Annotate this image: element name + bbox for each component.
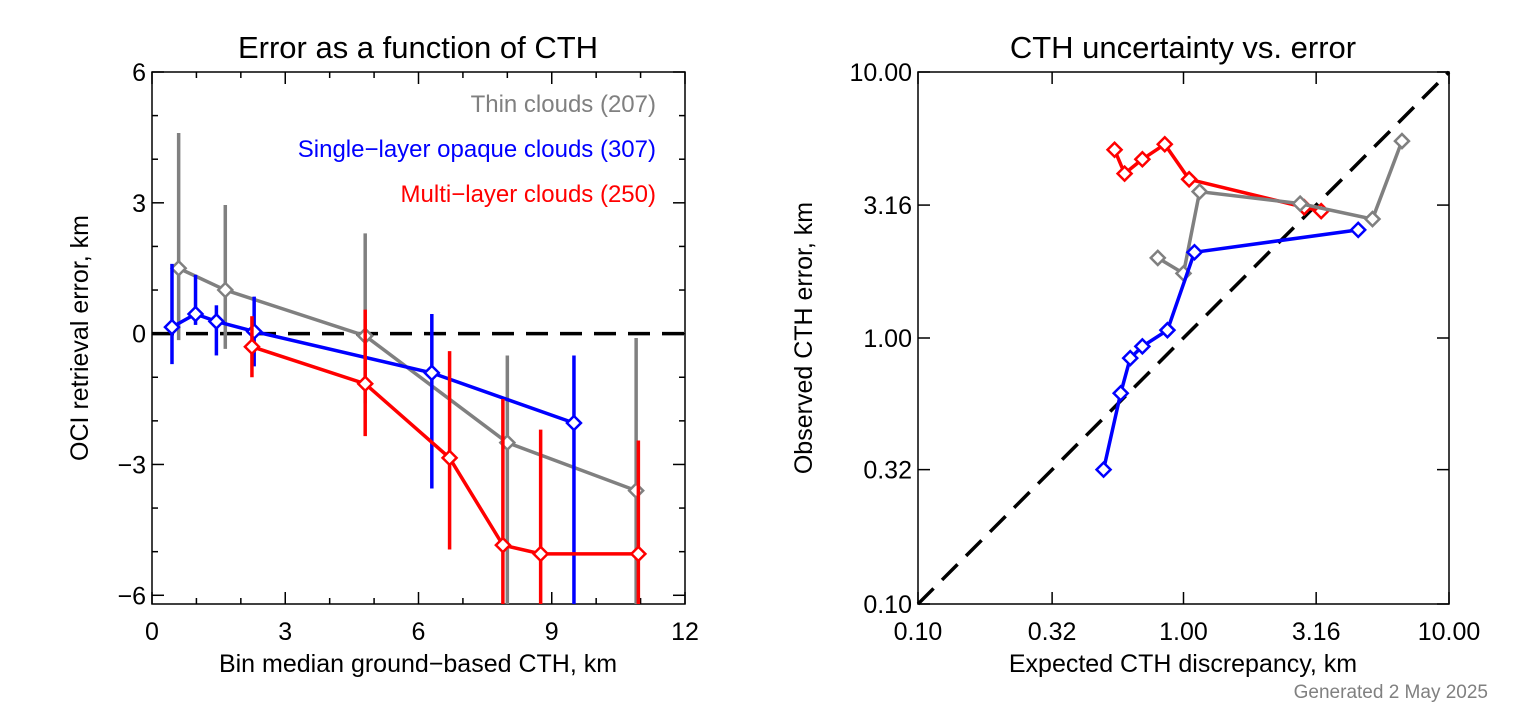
- right-plot-area: 0.10 0.32 1.00 3.16 10.00 0.10 0.32 1.00 3.16 10.…: [849, 59, 1480, 646]
- right-x-tick-label: 3.16: [1292, 618, 1341, 646]
- left-plot-area: 0 3 6 9 12 −6 −3 0 3 6: [117, 59, 698, 646]
- left-data-point: [494, 536, 512, 554]
- right-data-point: [1291, 194, 1309, 213]
- left-x-tick-label: 0: [145, 618, 159, 646]
- right-data-point: [1094, 460, 1113, 479]
- right-x-axis-label: Expected CTH discrepancy, km: [1009, 650, 1357, 678]
- left-x-tick-label: 12: [671, 618, 699, 646]
- left-y-tick-label: −6: [117, 582, 146, 610]
- left-data-point: [565, 414, 583, 432]
- left-series-line: [171, 312, 575, 425]
- left-y-tick-label: 6: [132, 59, 146, 87]
- left-data-point: [169, 259, 188, 277]
- left-y-tick-label: −3: [117, 451, 146, 479]
- right-x-tick-label: 0.10: [894, 618, 943, 646]
- left-x-axis-label: Bin median ground−based CTH, km: [219, 650, 617, 678]
- right-chart: CTH uncertainty vs. error 0.10 0.32 1.00 3.…: [790, 30, 1480, 678]
- right-y-tick-label: 0.32: [863, 457, 912, 485]
- left-legend: Thin clouds (207) Single−layer opaque clo…: [298, 91, 656, 208]
- right-series-2: [1094, 221, 1367, 479]
- right-data-point: [1393, 132, 1411, 150]
- left-y-tick-label: 3: [132, 190, 146, 218]
- right-chart-title: CTH uncertainty vs. error: [1010, 30, 1356, 65]
- left-chart-title: Error as a function of CTH: [238, 30, 598, 65]
- left-data-point: [440, 449, 459, 467]
- right-y-tick-label: 3.16: [863, 192, 912, 220]
- legend-entry: Thin clouds (207): [471, 91, 656, 118]
- right-data-point: [1115, 164, 1134, 183]
- right-data-point: [1155, 135, 1174, 154]
- right-data-point: [1111, 384, 1130, 402]
- right-x-tick-label: 0.32: [1028, 618, 1077, 646]
- left-series-line: [251, 345, 639, 556]
- right-data-point: [1349, 221, 1367, 239]
- left-series-2: [243, 309, 648, 604]
- right-data-point: [1121, 349, 1139, 367]
- generated-date: Generated 2 May 2025: [1293, 682, 1488, 703]
- right-data-point: [1105, 141, 1124, 159]
- right-y-tick-label: 1.00: [863, 325, 912, 353]
- left-data-point: [186, 305, 205, 323]
- left-data-point: [531, 545, 550, 563]
- left-y-tick-label: 0: [132, 321, 146, 349]
- right-x-tick-label: 10.00: [1418, 618, 1481, 646]
- left-x-tick-label: 3: [278, 618, 292, 646]
- right-y-tick-label: 0.10: [863, 591, 912, 619]
- right-data-point: [1158, 321, 1177, 339]
- right-y-tick-label: 10.00: [849, 59, 912, 87]
- left-x-tick-label: 9: [545, 618, 559, 646]
- right-data-point: [1185, 243, 1204, 262]
- left-data-point: [216, 281, 235, 299]
- legend-entry: Multi−layer clouds (250): [401, 181, 656, 208]
- left-data-point: [243, 337, 261, 356]
- right-data-point: [1149, 249, 1167, 267]
- left-x-tick-label: 6: [412, 618, 426, 646]
- left-chart: Error as a function of CTH 0 3 6 9 12 −6 −3 0 3 6…: [66, 30, 699, 678]
- right-data-point: [1180, 170, 1198, 189]
- right-data-point: [1363, 210, 1382, 228]
- right-data-point: [1133, 337, 1152, 356]
- right-x-tick-label: 1.00: [1159, 618, 1208, 646]
- right-data-point: [1133, 150, 1152, 168]
- right-y-axis-label: Observed CTH error, km: [790, 202, 818, 474]
- legend-entry: Single−layer opaque clouds (307): [298, 136, 656, 163]
- left-data-point: [207, 312, 226, 331]
- left-data-point: [629, 545, 648, 563]
- left-data-point: [163, 318, 181, 336]
- right-data-point: [1190, 182, 1209, 201]
- left-y-axis-label: OCI retrieval error, km: [66, 215, 94, 461]
- left-data-point: [356, 375, 374, 393]
- left-series-1: [163, 263, 583, 604]
- right-one-to-one-line: [916, 70, 1451, 606]
- left-series-line: [177, 266, 637, 493]
- left-data-point: [423, 364, 441, 382]
- right-series-1: [1149, 132, 1411, 283]
- left-data-point: [245, 322, 263, 341]
- left-data-point: [627, 481, 645, 500]
